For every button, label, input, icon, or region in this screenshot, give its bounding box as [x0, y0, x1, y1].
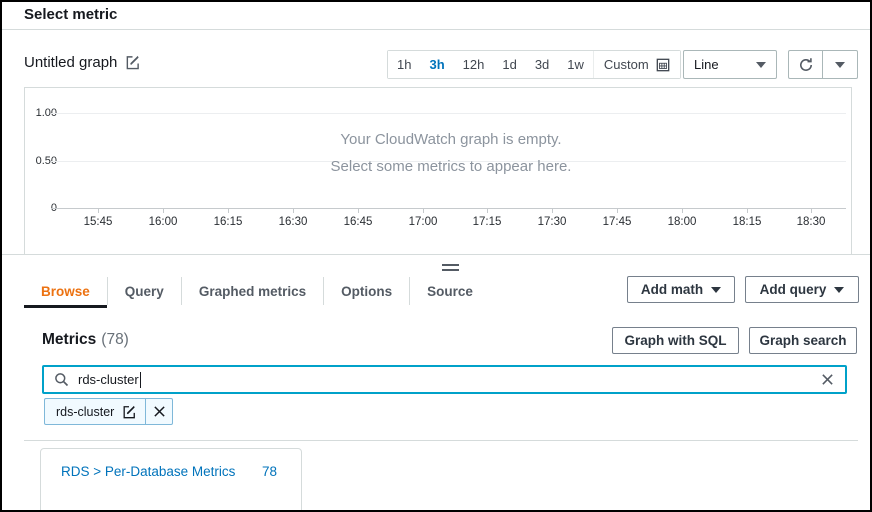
tab-graphed-metrics[interactable]: Graphed metrics: [182, 277, 325, 305]
graph-search-label: Graph search: [759, 333, 847, 348]
category-link[interactable]: RDS > Per-Database Metrics: [61, 464, 236, 479]
search-input[interactable]: rds-cluster: [42, 365, 847, 394]
x-axis-tick: [228, 208, 229, 213]
search-value: rds-cluster: [78, 372, 139, 387]
time-range-group: 1h 3h 12h 1d 3d 1w Custom: [387, 50, 681, 79]
chevron-down-icon: [756, 61, 766, 68]
add-math-button[interactable]: Add math: [627, 276, 735, 303]
chip-remove-icon[interactable]: [145, 399, 172, 424]
y-axis-label: 1.00: [35, 107, 57, 119]
dialog-header: Select metric: [2, 2, 870, 30]
x-axis-label: 18:15: [732, 216, 762, 228]
time-range-1d[interactable]: 1d: [493, 51, 526, 78]
section-divider: [2, 254, 870, 255]
gridline: [51, 113, 846, 114]
chart-type-select[interactable]: Line: [683, 50, 777, 79]
x-axis-label: 16:45: [343, 216, 373, 228]
refresh-split-button: [788, 50, 858, 79]
x-axis-tick: [811, 208, 812, 213]
chevron-down-icon: [711, 286, 722, 293]
x-axis-label: 16:30: [278, 216, 308, 228]
x-axis-tick: [163, 208, 164, 213]
empty-graph-message-line2: Select some metrics to appear here.: [330, 158, 572, 175]
x-axis-line: [51, 208, 846, 209]
x-axis-label: 18:30: [796, 216, 826, 228]
chevron-down-icon: [834, 286, 845, 293]
tab-source[interactable]: Source: [410, 277, 490, 305]
time-range-12h[interactable]: 12h: [453, 51, 494, 78]
category-count: 78: [261, 464, 277, 479]
chevron-down-icon: [835, 61, 845, 68]
x-axis-tick: [747, 208, 748, 213]
cloudwatch-graph: 1.00 0.50 0 15:45 16:00 16:15 16:30 16:4…: [24, 87, 852, 254]
tab-query[interactable]: Query: [108, 277, 182, 305]
metric-category-row[interactable]: RDS > Per-Database Metrics 78: [41, 449, 301, 479]
refresh-options-button[interactable]: [823, 50, 858, 79]
x-axis-label: 17:30: [537, 216, 567, 228]
x-axis-label: 18:00: [667, 216, 697, 228]
x-axis-label: 16:15: [213, 216, 243, 228]
x-axis-label: 16:00: [148, 216, 178, 228]
metric-category-card: RDS > Per-Database Metrics 78: [40, 448, 302, 510]
graph-title-wrap: Untitled graph: [24, 54, 140, 71]
search-term-chip: rds-cluster: [44, 398, 174, 425]
time-range-1w[interactable]: 1w: [558, 51, 593, 78]
metrics-count: (78): [101, 331, 129, 348]
time-range-custom-button[interactable]: Custom: [592, 51, 680, 78]
chip-edit-icon[interactable]: [122, 405, 145, 419]
clear-search-icon[interactable]: [817, 370, 837, 390]
time-range-3h[interactable]: 3h: [420, 51, 454, 78]
x-axis-tick: [617, 208, 618, 213]
metrics-title-text: Metrics: [42, 331, 97, 348]
panel-resize-handle[interactable]: [442, 264, 459, 274]
tab-browse[interactable]: Browse: [24, 277, 108, 308]
empty-graph-message-line1: Your CloudWatch graph is empty.: [340, 131, 562, 148]
graph-title: Untitled graph: [24, 54, 118, 71]
chip-label: rds-cluster: [56, 404, 115, 419]
metrics-section-title: Metrics (78): [42, 331, 129, 349]
x-axis-label: 17:00: [408, 216, 438, 228]
graph-search-button[interactable]: Graph search: [749, 327, 857, 354]
x-axis-tick: [682, 208, 683, 213]
x-axis-tick: [423, 208, 424, 213]
tab-options[interactable]: Options: [324, 277, 411, 305]
metric-tabs: Browse Query Graphed metrics Options Sou…: [24, 276, 490, 308]
x-axis-tick: [98, 208, 99, 213]
x-axis-tick: [358, 208, 359, 213]
add-query-label: Add query: [759, 282, 827, 297]
page-title: Select metric: [24, 6, 118, 23]
refresh-button[interactable]: [788, 50, 823, 79]
add-query-button[interactable]: Add query: [745, 276, 859, 303]
graph-with-sql-button[interactable]: Graph with SQL: [612, 327, 739, 354]
chart-type-value: Line: [694, 57, 719, 72]
x-axis-label: 17:45: [602, 216, 632, 228]
custom-label: Custom: [603, 57, 649, 72]
edit-icon[interactable]: [125, 55, 140, 70]
y-axis-label: 0.50: [35, 155, 57, 167]
graph-with-sql-label: Graph with SQL: [624, 333, 727, 348]
text-cursor: [139, 371, 141, 388]
refresh-icon: [799, 57, 812, 71]
x-axis-tick: [552, 208, 553, 213]
results-divider: [24, 440, 858, 441]
add-math-label: Add math: [640, 282, 704, 297]
x-axis-tick: [487, 208, 488, 213]
x-axis-label: 15:45: [83, 216, 113, 228]
resize-bar: [442, 264, 459, 266]
gridline: [51, 161, 846, 162]
search-icon: [54, 372, 69, 387]
resize-bar: [442, 269, 459, 271]
time-range-3d[interactable]: 3d: [525, 51, 559, 78]
x-axis-label: 17:15: [472, 216, 502, 228]
calendar-icon: [656, 58, 670, 72]
time-range-1h[interactable]: 1h: [388, 51, 421, 78]
x-axis-tick: [293, 208, 294, 213]
